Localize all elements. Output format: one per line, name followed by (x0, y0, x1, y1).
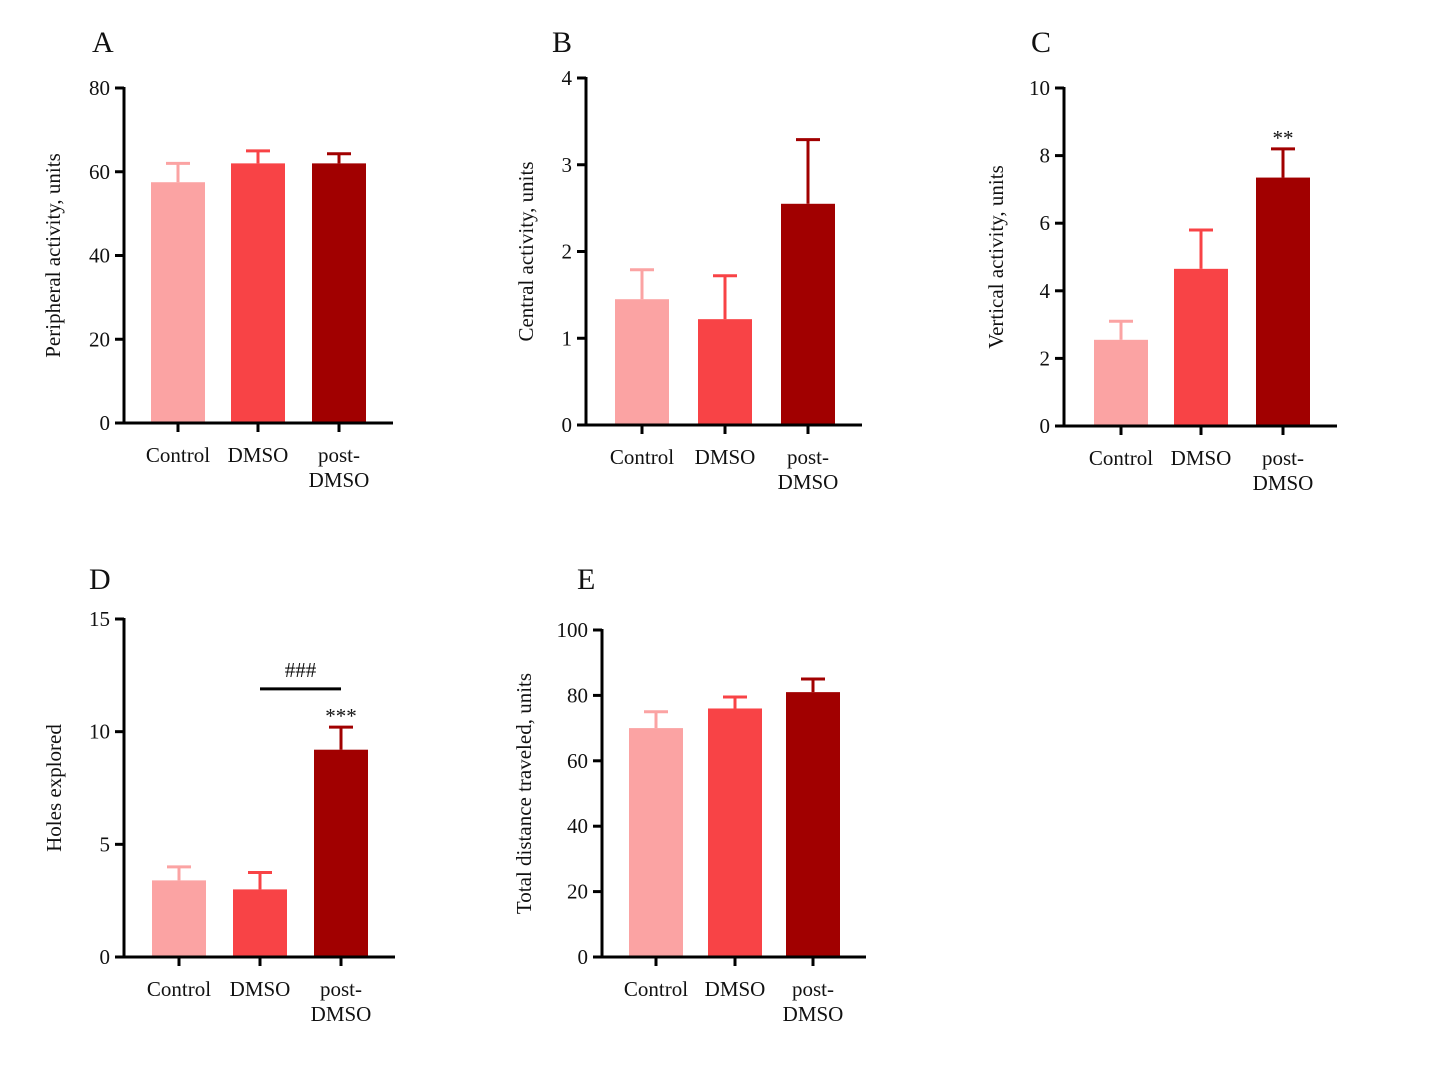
panel-a-y-tick-label: 0 (100, 411, 111, 435)
panel-b-letter: B (552, 26, 572, 59)
panel-b-bar-dmso (698, 319, 752, 425)
panel-e-y-tick-label: 100 (557, 618, 589, 642)
panel-c-significance-mark: ** (1273, 126, 1294, 150)
panel-e-y-axis-label: Total distance traveled, units (512, 673, 536, 914)
panel-c-y-tick-label: 10 (1029, 76, 1050, 100)
panel-a-y-tick-label: 60 (89, 160, 110, 184)
panel-e-y-tick-label: 40 (567, 814, 588, 838)
panel-d-y-tick-label: 5 (100, 832, 111, 856)
panel-c-category-label-control: Control (1089, 446, 1153, 470)
panel-a-y-tick-label: 80 (89, 76, 110, 100)
panel-b-y-tick-label: 3 (562, 153, 573, 177)
panel-a-category-label-control: Control (146, 443, 210, 467)
panel-d-letter: D (89, 563, 111, 596)
panel-e-letter: E (577, 563, 595, 596)
panel-c-bar-dmso (1174, 268, 1228, 426)
panel-a-bar-control (151, 182, 205, 423)
panel-a-category-label-post-dmso: post-DMSO (309, 443, 370, 492)
panel-d-category-label-post-dmso: post-DMSO (311, 977, 372, 1026)
panel-b-y-tick-label: 4 (562, 66, 573, 90)
panel-c-y-axis-label: Vertical activity, units (984, 165, 1008, 349)
panel-d-comparison-mark: ### (285, 658, 317, 682)
panel-d-y-tick-label: 15 (89, 607, 110, 631)
panel-c-y-tick-label: 6 (1040, 211, 1051, 235)
panel-a-y-tick-label: 20 (89, 327, 110, 351)
panel-b: B 0 1 2 3 4 Control DMSO post-DMSO Central activi… (514, 26, 862, 494)
panel-d-significance-mark: *** (325, 704, 357, 728)
panel-d-bar-control (152, 880, 206, 957)
panel-b-y-tick-label: 0 (562, 413, 573, 437)
panel-b-y-axis-label: Central activity, units (514, 161, 538, 341)
panel-b-bar-post-dmso (781, 203, 835, 425)
panel-c: C 0 2 4 6 8 10 Control DMSO post-DMSO Vertical act… (984, 26, 1337, 495)
panel-b-y-tick-label: 2 (562, 240, 573, 264)
panel-d-y-tick-label: 10 (89, 720, 110, 744)
panel-e-category-label-post-dmso: post-DMSO (783, 977, 844, 1026)
panel-c-category-label-dmso: DMSO (1171, 446, 1232, 470)
panel-a-y-tick-label: 40 (89, 244, 110, 268)
panel-c-bar-post-dmso (1256, 177, 1310, 426)
panel-d-y-axis-label: Holes explored (42, 724, 66, 852)
panel-b-y-tick-label: 1 (562, 326, 573, 350)
panel-a-category-label-dmso: DMSO (228, 443, 289, 467)
panel-c-y-tick-label: 4 (1040, 279, 1051, 303)
panel-a-y-axis-label: Peripheral activity, units (41, 153, 65, 358)
panel-e-y-tick-label: 80 (567, 683, 588, 707)
panel-e-y-tick-label: 60 (567, 749, 588, 773)
panel-e-category-label-control: Control (624, 977, 688, 1001)
panel-e-bar-post-dmso (786, 692, 840, 957)
panel-b-bar-control (615, 299, 669, 425)
panel-c-letter: C (1031, 26, 1051, 59)
panel-e-bar-dmso (708, 708, 762, 957)
panel-b-category-label-dmso: DMSO (695, 445, 756, 469)
panel-d-category-label-dmso: DMSO (230, 977, 291, 1001)
panel-d-bar-dmso (233, 889, 287, 957)
panel-a-letter: A (92, 26, 114, 59)
panel-d-y-tick-label: 0 (100, 945, 111, 969)
panel-e-category-label-dmso: DMSO (705, 977, 766, 1001)
panel-b-category-label-post-dmso: post-DMSO (778, 445, 839, 494)
panel-e-bar-control (629, 728, 683, 957)
panel-e-y-tick-label: 20 (567, 880, 588, 904)
panel-c-y-tick-label: 8 (1040, 144, 1051, 168)
panel-a-bar-dmso (231, 163, 285, 423)
panel-c-bar-control (1094, 339, 1148, 426)
panel-d-category-label-control: Control (147, 977, 211, 1001)
panel-a-bar-post-dmso (312, 163, 366, 423)
panel-c-y-tick-label: 0 (1040, 414, 1051, 438)
panel-e-y-tick-label: 0 (578, 945, 589, 969)
panel-d-bar-post-dmso (314, 749, 368, 957)
panel-c-y-tick-label: 2 (1040, 346, 1051, 370)
panel-d: D 0 5 10 15 Control DMSO post-DMSO Holes explore… (42, 563, 395, 1026)
panel-c-category-label-post-dmso: post-DMSO (1253, 446, 1314, 495)
panel-a: A 0 20 40 60 80 Control DMSO post-DMSO Peripheral… (41, 26, 393, 492)
panel-e: E 0 20 40 60 80 100 Control DMSO post-DMSO Total d… (512, 563, 866, 1026)
panel-b-category-label-control: Control (610, 445, 674, 469)
